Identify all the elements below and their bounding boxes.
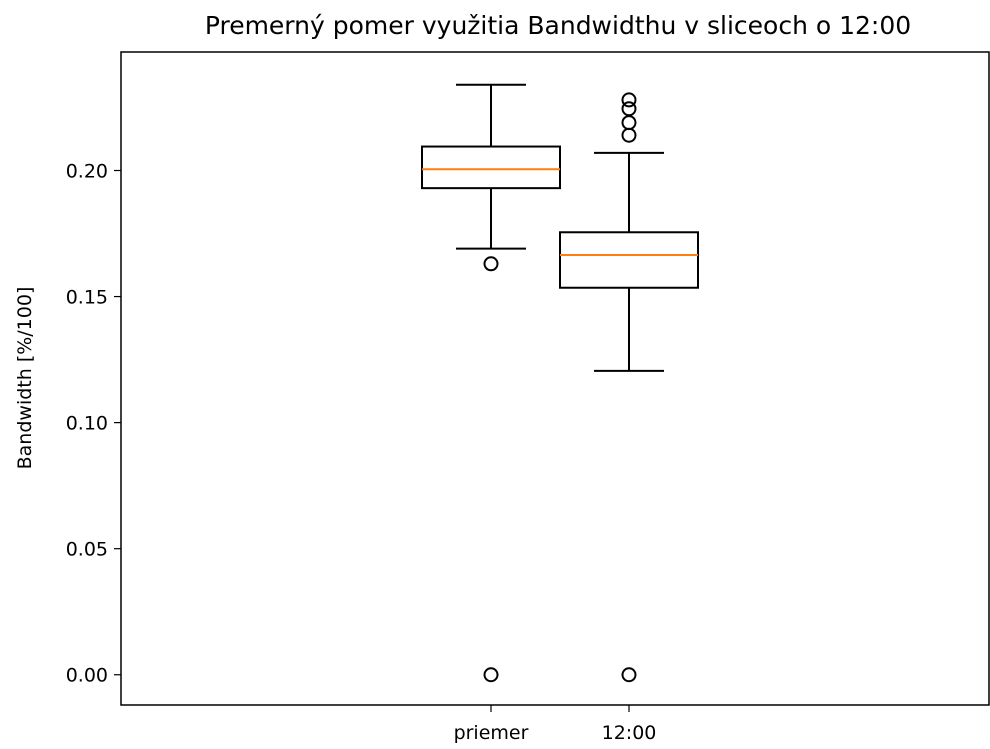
x-axis: priemer 12:00: [454, 705, 657, 744]
iqr-box: [421, 145, 561, 190]
box-2: [559, 92, 699, 683]
y-tick-label: 0.05: [66, 539, 108, 561]
iqr-box: [559, 231, 699, 289]
y-axis-label: Bandwidth [%/100]: [14, 287, 36, 470]
outlier-point: [621, 101, 637, 117]
box-series: [421, 83, 699, 683]
outlier-point: [621, 115, 637, 131]
chart-title: Premerný pomer využitia Bandwidthu v sli…: [205, 11, 911, 40]
box-1: [421, 83, 561, 683]
outlier-point: [621, 92, 637, 108]
outlier-point: [483, 667, 499, 683]
y-axis: 0.00 0.05 0.10 0.15 0.20: [66, 160, 121, 687]
outlier-point: [621, 127, 637, 143]
x-tick-label: 12:00: [602, 722, 657, 744]
y-tick-label: 0.15: [66, 287, 108, 309]
plot-area-frame: [120, 51, 990, 706]
outlier-point: [621, 667, 637, 683]
y-tick-label: 0.00: [66, 665, 108, 687]
y-tick-label: 0.10: [66, 413, 108, 435]
x-tick-label: priemer: [454, 722, 529, 744]
outlier-point: [483, 256, 499, 272]
y-tick-label: 0.20: [66, 160, 108, 182]
